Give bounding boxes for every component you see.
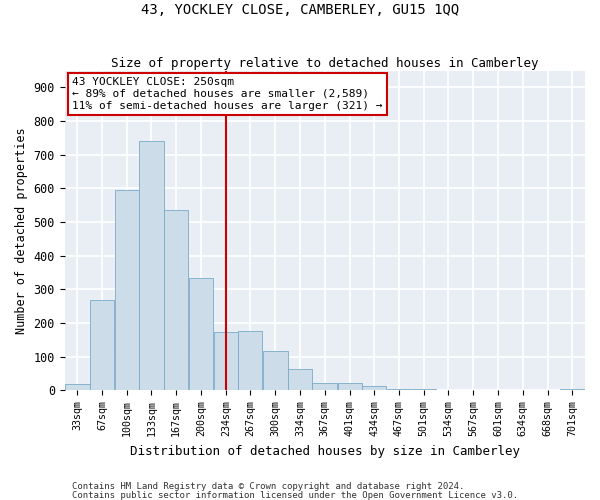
Bar	[65, 384, 89, 390]
Title: Size of property relative to detached houses in Camberley: Size of property relative to detached ho…	[111, 56, 539, 70]
Bar	[338, 383, 362, 390]
Bar	[560, 389, 585, 390]
X-axis label: Distribution of detached houses by size in Camberley: Distribution of detached houses by size …	[130, 444, 520, 458]
Bar	[115, 190, 139, 390]
Text: 43, YOCKLEY CLOSE, CAMBERLEY, GU15 1QQ: 43, YOCKLEY CLOSE, CAMBERLEY, GU15 1QQ	[141, 2, 459, 16]
Bar	[412, 389, 436, 390]
Text: Contains HM Land Registry data © Crown copyright and database right 2024.: Contains HM Land Registry data © Crown c…	[72, 482, 464, 491]
Text: Contains public sector information licensed under the Open Government Licence v3: Contains public sector information licen…	[72, 490, 518, 500]
Bar	[313, 383, 337, 390]
Bar	[139, 142, 164, 390]
Bar	[164, 210, 188, 390]
Bar	[263, 350, 287, 391]
Bar	[214, 332, 238, 390]
Bar	[188, 278, 214, 390]
Y-axis label: Number of detached properties: Number of detached properties	[15, 127, 28, 334]
Bar	[288, 368, 312, 390]
Text: 43 YOCKLEY CLOSE: 250sqm
← 89% of detached houses are smaller (2,589)
11% of sem: 43 YOCKLEY CLOSE: 250sqm ← 89% of detach…	[72, 78, 383, 110]
Bar	[386, 389, 412, 390]
Bar	[90, 300, 114, 390]
Bar	[362, 386, 386, 390]
Bar	[238, 330, 262, 390]
